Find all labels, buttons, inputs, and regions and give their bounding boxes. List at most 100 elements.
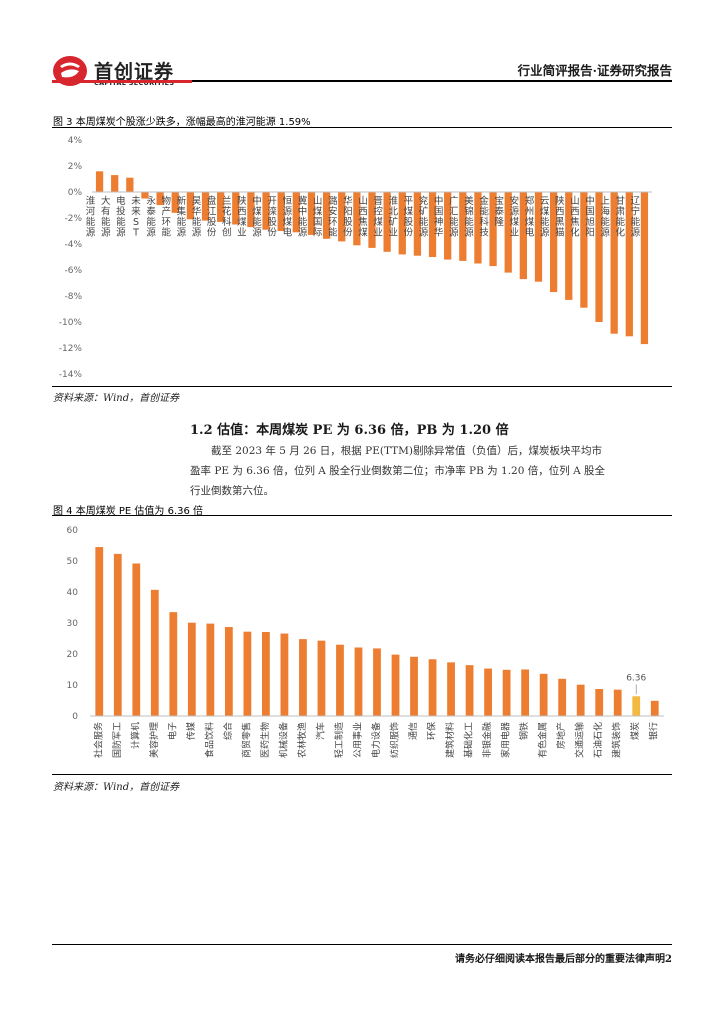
- x-tick-label-char: 能: [86, 216, 96, 228]
- x-tick-label: 建筑材料: [444, 722, 456, 758]
- bar: [247, 192, 255, 228]
- x-tick-label-char: 业: [389, 228, 399, 239]
- x-tick-label-char: 国: [313, 217, 323, 228]
- x-tick-label-char: 西: [358, 207, 368, 218]
- x-tick-label-char: 海: [600, 206, 610, 218]
- bar: [113, 553, 122, 716]
- x-tick-label-char: 电: [283, 227, 293, 239]
- x-tick-label-char: 份: [343, 227, 353, 239]
- bar: [502, 669, 511, 716]
- bar: [206, 623, 215, 716]
- brand-name-en: CAPITAL SECURITIES: [94, 79, 175, 87]
- x-tick-label-char: 源: [298, 228, 308, 239]
- x-tick-label-char: 源: [600, 228, 610, 239]
- x-tick-label-char: 猫: [555, 227, 565, 239]
- y-tick-label: 4%: [68, 136, 83, 146]
- bar: [111, 175, 119, 192]
- capital-securities-logo-icon: [53, 56, 87, 86]
- x-tick-label-char: 源: [419, 228, 429, 239]
- x-tick-label: 汽车: [314, 722, 326, 740]
- bar: [565, 192, 573, 300]
- x-tick-label-char: 源: [116, 228, 126, 239]
- x-tick-label: 房地产: [555, 722, 567, 749]
- bar: [132, 563, 141, 716]
- x-tick-label-char: 能: [192, 216, 202, 228]
- y-tick-label: 30: [67, 619, 79, 629]
- x-tick-label-char: 泰: [146, 206, 156, 218]
- x-tick-label-char: 能: [600, 216, 610, 228]
- bar: [519, 192, 527, 280]
- x-tick-label-char: 兰: [222, 195, 232, 207]
- x-tick-label-char: 华: [343, 195, 353, 207]
- x-tick-label-char: 中: [434, 195, 444, 207]
- x-tick-label-char: 阳: [343, 207, 353, 218]
- logo: 首创证券 CAPITAL SECURITIES: [52, 55, 192, 87]
- x-tick-label: 家用电器: [500, 722, 512, 758]
- x-tick-label-char: 山: [570, 196, 580, 207]
- x-tick-label-char: 控: [373, 206, 383, 218]
- x-tick-label-char: 国: [585, 207, 595, 218]
- x-tick-label-char: 能: [161, 227, 171, 239]
- bar: [444, 192, 452, 260]
- bar: [580, 192, 588, 308]
- x-tick-label-char: 恒: [283, 195, 293, 207]
- section-paragraph: 截至 2023 年 5 月 26 日，根据 PE(TTM)剔除异常值（负值）后，…: [190, 441, 670, 501]
- x-tick-label: 传媒: [185, 722, 197, 740]
- x-tick-label-char: 源: [252, 228, 262, 239]
- bar: [126, 177, 134, 192]
- figure3-caption: 图 3 本周煤炭个股涨少跌多，涨幅最高的淮河能源 1.59%: [53, 117, 311, 128]
- bar: [280, 633, 289, 716]
- x-tick-label-char: 科: [222, 216, 232, 228]
- bar: [391, 654, 400, 716]
- bar: [650, 700, 659, 716]
- x-tick-label: 环保: [426, 722, 438, 740]
- x-tick-label-char: 煤: [237, 216, 247, 228]
- y-tick-label: -14%: [59, 370, 83, 380]
- x-tick-label-char: 辽: [631, 195, 641, 207]
- x-tick-label: 有色金属: [537, 722, 549, 758]
- x-tick-label-char: 郑: [525, 195, 535, 207]
- x-tick-label: 非银金融: [481, 722, 493, 758]
- figure3-chart: 4%2%0%-2%-4%-6%-8%-10%-12%-14%淮河能源大有能源电投…: [59, 136, 652, 380]
- x-tick-label-char: 能: [449, 216, 459, 228]
- x-tick-label-char: 陕: [555, 195, 565, 207]
- x-tick-label-char: T: [132, 228, 139, 239]
- x-tick-label: 建筑装饰: [611, 722, 623, 758]
- bar: [232, 192, 240, 225]
- x-tick-label-char: 源: [449, 228, 459, 239]
- x-tick-label-char: 投: [116, 206, 126, 218]
- x-tick-label-char: 开: [267, 196, 277, 207]
- x-tick-label-char: 能: [177, 216, 187, 228]
- x-tick-label-char: 焦: [570, 216, 580, 228]
- x-tick-label-char: 旭: [585, 216, 595, 228]
- figure4-chart: 0 10 20 30 40 50 60 社会服务 国防军工 计算机 美容护理 电子 传媒 食品饮料 综合 商贸…: [67, 526, 664, 758]
- x-tick-label-char: 物: [161, 195, 171, 207]
- x-tick-label-char: 煤: [252, 206, 262, 218]
- x-tick-label: 综合: [222, 722, 234, 740]
- x-tick-label-char: 能: [328, 227, 338, 239]
- x-tick-label-char: 冀: [298, 195, 308, 207]
- y-tick-label: 2%: [68, 162, 83, 172]
- x-tick-label: 钢铁: [518, 722, 530, 740]
- bar: [595, 192, 603, 322]
- bar: [398, 192, 406, 255]
- x-tick-label-char: 产: [161, 206, 171, 218]
- bar: [373, 648, 381, 716]
- figure3-bottom-rule: [52, 386, 672, 387]
- bar: [187, 622, 196, 716]
- bar: [489, 192, 497, 267]
- bar: [534, 192, 543, 282]
- x-tick-label-char: 华: [434, 227, 444, 239]
- bar: [428, 659, 437, 716]
- x-tick-label-char: 煤: [283, 216, 293, 228]
- bar: [299, 639, 307, 716]
- x-tick-label-char: 新: [177, 195, 187, 207]
- bar: [307, 192, 316, 235]
- bar: [201, 192, 210, 221]
- x-tick-label-char: 能: [146, 216, 156, 228]
- x-tick-label: 社会服务: [92, 722, 104, 758]
- bar: [95, 171, 104, 192]
- x-tick-label-char: 云: [540, 196, 550, 207]
- bar: [243, 631, 252, 716]
- paragraph-line-2: 盈率 PE 为 6.36 倍，位列 A 股全行业倒数第二位；市净率 PB 为 1…: [190, 465, 605, 477]
